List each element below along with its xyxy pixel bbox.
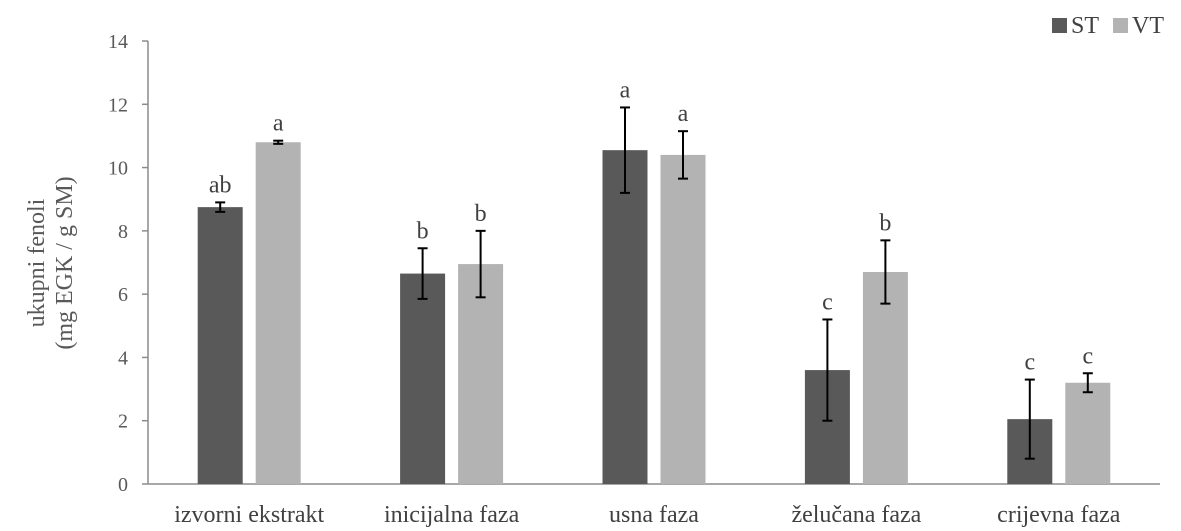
y-tick-label: 6: [118, 284, 128, 306]
x-tick-label: izvorni ekstrakt: [174, 502, 324, 528]
y-tick-label: 12: [108, 94, 128, 116]
significance-label: b: [879, 210, 891, 236]
bar: [660, 154, 706, 484]
significance-label: a: [620, 77, 631, 103]
bar: [862, 271, 908, 484]
y-axis-title-line-2: (mg EGK / g SM): [52, 176, 78, 349]
y-tick-label: 10: [108, 158, 128, 180]
legend: ST VT: [1052, 13, 1164, 39]
y-axis-title-line-1: ukupni fenoli: [24, 198, 50, 327]
x-axis: izvorni ekstrakt inicijalna faza usna faza…: [148, 483, 1160, 528]
series-VT: a b a b c: [255, 101, 1111, 484]
y-axis: 0 2 4 6 8 10 12 14: [108, 31, 149, 496]
x-tick-label: usna faza: [609, 502, 699, 528]
significance-label: c: [822, 289, 833, 315]
y-tick-label: 2: [118, 411, 128, 433]
legend-label-VT: VT: [1132, 13, 1164, 39]
x-tick-label: inicijalna faza: [384, 502, 520, 528]
y-tick-label: 14: [108, 31, 128, 53]
bar: [1065, 382, 1111, 484]
significance-label: c: [1024, 350, 1035, 376]
legend-swatch-VT: [1113, 18, 1129, 33]
bar: [197, 207, 243, 484]
x-tick-label: crijevna faza: [997, 502, 1121, 528]
legend-label-ST: ST: [1071, 13, 1099, 39]
y-tick-label: 4: [118, 347, 128, 369]
legend-swatch-ST: [1052, 18, 1067, 33]
bar: [400, 273, 446, 484]
significance-label: c: [1082, 343, 1093, 369]
significance-label: b: [417, 218, 429, 244]
significance-label: a: [273, 111, 284, 137]
x-tick-label: želučana faza: [791, 502, 921, 528]
bar: [255, 142, 301, 484]
significance-label: a: [678, 101, 689, 127]
bar: [602, 150, 648, 485]
significance-label: ab: [209, 172, 232, 198]
significance-label: b: [475, 201, 487, 227]
bar: [458, 264, 504, 484]
y-tick-label: 8: [118, 221, 128, 243]
y-tick-label: 0: [118, 474, 128, 496]
